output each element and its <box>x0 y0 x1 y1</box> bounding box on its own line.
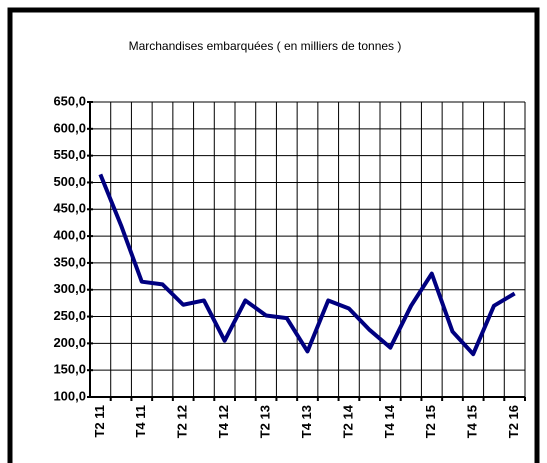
y-tick-label: 250,0 <box>53 308 86 323</box>
y-tick-label: 200,0 <box>53 335 86 350</box>
x-tick-label: T4 11 <box>133 405 148 438</box>
y-tick-label: 500,0 <box>53 174 86 189</box>
chart-title: Marchandises embarquées ( en milliers de… <box>129 39 402 53</box>
x-tick-label: T2 12 <box>175 405 190 438</box>
y-tick-label: 650,0 <box>53 93 86 108</box>
y-tick-label: 350,0 <box>53 254 86 269</box>
x-tick-label: T2 11 <box>92 405 107 438</box>
x-tick-label: T2 14 <box>340 404 355 438</box>
x-tick-label: T2 13 <box>258 405 273 438</box>
y-tick-label: 100,0 <box>53 388 86 403</box>
x-tick-label: T2 15 <box>423 405 438 438</box>
y-tick-label: 450,0 <box>53 201 86 216</box>
y-tick-label: 550,0 <box>53 147 86 162</box>
x-tick-label: T4 12 <box>216 405 231 438</box>
y-tick-label: 600,0 <box>53 120 86 135</box>
y-tick-label: 300,0 <box>53 281 86 296</box>
data-line <box>98 173 516 357</box>
y-tick-label: 400,0 <box>53 228 86 243</box>
x-tick-label: T4 15 <box>465 405 480 438</box>
y-tick-label: 150,0 <box>53 362 86 377</box>
x-tick-label: T4 13 <box>299 405 314 438</box>
x-tick-label: T2 16 <box>506 405 521 438</box>
x-tick-label: T4 14 <box>382 404 397 438</box>
